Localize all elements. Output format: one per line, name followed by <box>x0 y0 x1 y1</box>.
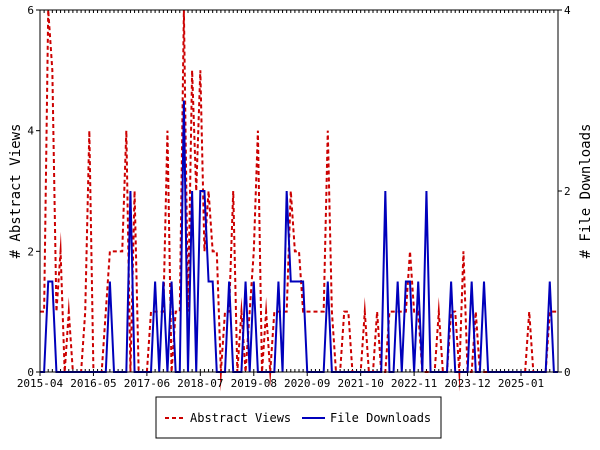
x-tick-label: 2018-07 <box>177 377 223 390</box>
legend: Abstract Views File Downloads <box>155 396 442 439</box>
legend-label-file-downloads: File Downloads <box>330 411 431 425</box>
x-tick-label: 2023-12 <box>444 377 490 390</box>
y-left-tick-label: 0 <box>27 366 34 379</box>
left-axis-label: # Abstract Views <box>8 124 24 259</box>
y-left-tick-label: 4 <box>27 125 34 138</box>
x-tick-label: 2015-04 <box>17 377 64 390</box>
y-right-tick-label: 0 <box>564 366 571 379</box>
y-right-tick-label: 2 <box>564 185 571 198</box>
plot-frame <box>39 9 559 373</box>
x-tick-label: 2016-05 <box>70 377 116 390</box>
x-tick-label: 2021-10 <box>337 377 383 390</box>
x-tick-label: 2025-01 <box>498 377 544 390</box>
series-abstract-views <box>40 9 558 392</box>
x-tick-label: 2017-06 <box>124 377 170 390</box>
x-tick-label: 2022-11 <box>391 377 437 390</box>
series-lines <box>40 9 558 392</box>
y-left-tick-label: 2 <box>27 245 34 258</box>
legend-box <box>155 396 442 439</box>
series-file-downloads <box>40 100 558 373</box>
legend-label-abstract-views: Abstract Views <box>190 411 291 425</box>
y-left-tick-label: 6 <box>27 4 34 17</box>
tick-labels: 2015-04 2016-05 2017-06 2018-07 2019-08 2020-… <box>17 4 571 390</box>
x-tick-label: 2020-09 <box>284 377 330 390</box>
y-right-tick-label: 4 <box>564 4 571 17</box>
right-axis-label: # File Downloads <box>578 124 594 259</box>
x-tick-label: 2019-08 <box>231 377 277 390</box>
